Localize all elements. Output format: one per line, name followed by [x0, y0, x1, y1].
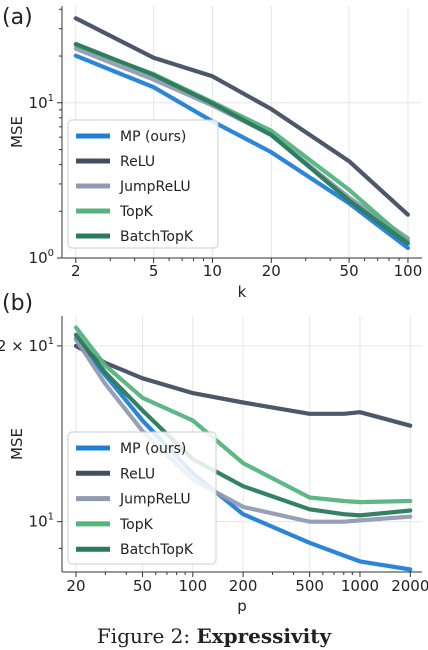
series-line-batchtopk — [73, 332, 413, 518]
y-tick-label: 2 × 101 — [0, 336, 54, 355]
x-tick-label: 500 — [295, 577, 324, 595]
series-lines — [73, 325, 413, 572]
y-axis-label: MSE — [8, 116, 26, 148]
series-line-relu — [73, 343, 413, 428]
y-tick-base: 10 — [29, 94, 48, 112]
legend-label: TopK — [119, 204, 154, 220]
x-tick-label: 200 — [229, 577, 258, 595]
legend: MP (ours) ReLU JumpReLU TopK BatchTopK — [67, 431, 217, 565]
y-tick-label: 101 — [29, 512, 54, 531]
y-tick-base: 10 — [29, 249, 48, 267]
panel-label: (a) — [2, 5, 33, 30]
x-tick-label: 5 — [149, 262, 159, 280]
x-tick-label: 50 — [340, 262, 359, 280]
legend-label: BatchTopK — [120, 542, 194, 558]
legend-label: ReLU — [120, 466, 155, 482]
y-tick-exponent: 1 — [48, 93, 54, 104]
x-tick-label: 1000 — [341, 577, 379, 595]
x-axis-label: k — [238, 283, 247, 301]
legend-label: BatchTopK — [120, 229, 194, 245]
y-tick-base: 10 — [29, 513, 48, 531]
x-tick-label: 2 — [71, 262, 81, 280]
legend-label: JumpReLU — [119, 492, 191, 508]
legend-label: MP (ours) — [120, 441, 186, 457]
x-tick-label: 2000 — [391, 577, 428, 595]
x-tick-label: 100 — [394, 262, 423, 280]
legend-box — [67, 119, 219, 249]
y-tick-label: 101 — [29, 93, 54, 112]
figure-caption: Figure 2: Expressivity — [97, 624, 333, 648]
series-line-batchtopk — [73, 41, 410, 246]
legend-label: ReLU — [120, 154, 155, 170]
y-tick-base: 2 × 10 — [0, 337, 48, 355]
x-axis-label: p — [237, 597, 247, 615]
caption-prefix: Figure 2: — [97, 624, 197, 648]
y-tick-exponent: 1 — [48, 512, 54, 523]
legend: MP (ours) ReLU JumpReLU TopK BatchTopK — [67, 119, 219, 249]
x-tick-label: 20 — [262, 262, 281, 280]
y-axis-label: MSE — [8, 428, 26, 460]
x-tick-label: 50 — [133, 577, 152, 595]
legend-label: TopK — [119, 517, 154, 533]
x-tick-label: 10 — [203, 262, 222, 280]
y-tick-exponent: 1 — [48, 336, 54, 347]
series-line-topk — [73, 325, 413, 505]
series-lines — [73, 16, 410, 251]
series-line-jumprelu — [73, 337, 413, 524]
legend-box — [67, 431, 217, 565]
x-tick-label: 100 — [178, 577, 207, 595]
panel-label: (b) — [2, 291, 33, 316]
legend-label: JumpReLU — [119, 179, 191, 195]
x-minor-ticks — [104, 572, 353, 575]
y-tick-label: 100 — [29, 248, 54, 267]
y-minor-ticks — [59, 8, 62, 212]
caption-title: Expressivity — [196, 624, 332, 648]
y-tick-exponent: 0 — [48, 248, 54, 259]
legend-label: MP (ours) — [120, 129, 186, 145]
series-line-mp-ours — [73, 336, 413, 572]
x-minor-ticks — [109, 258, 400, 261]
x-tick-label: 20 — [66, 577, 85, 595]
series-line-mp-ours — [73, 53, 410, 251]
series-line-relu — [73, 16, 410, 217]
